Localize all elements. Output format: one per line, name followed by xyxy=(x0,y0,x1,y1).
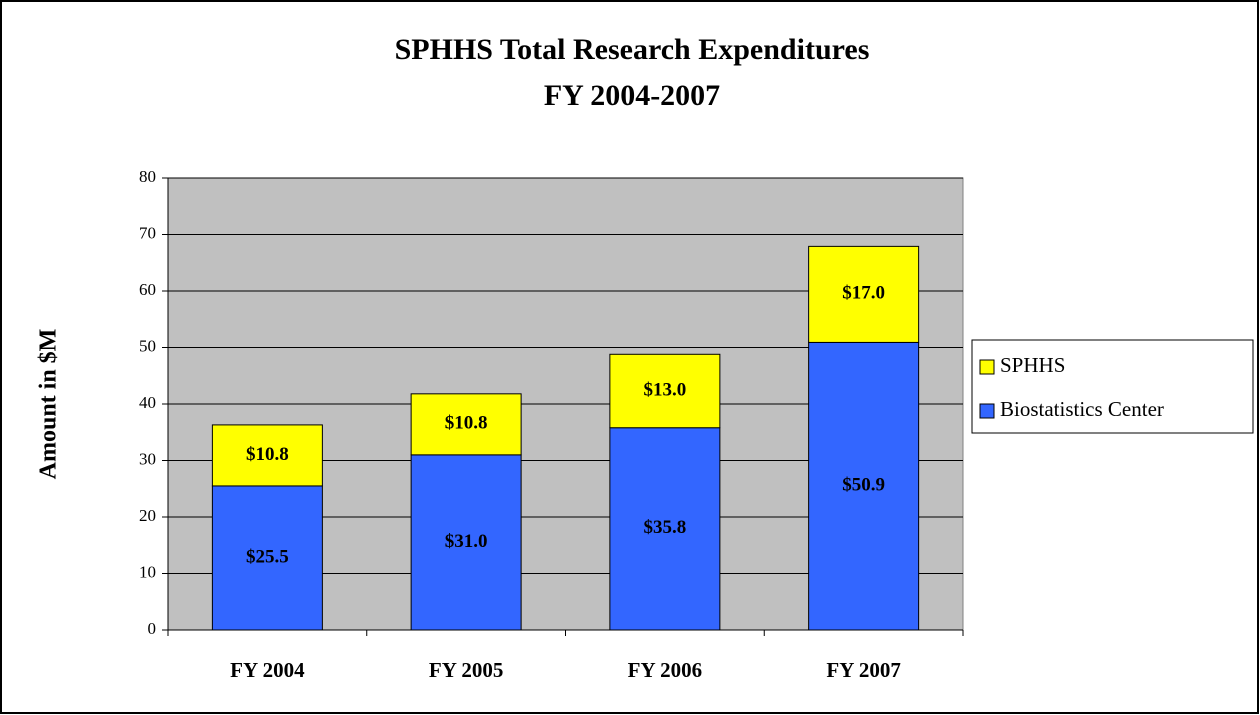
legend-swatch xyxy=(979,403,995,419)
data-label: $17.0 xyxy=(842,283,885,304)
legend-label: SPHHS xyxy=(1000,353,1065,377)
x-tick-label: FY 2006 xyxy=(628,658,702,682)
y-tick-label: 10 xyxy=(139,562,156,581)
y-tick-label: 80 xyxy=(139,167,156,186)
chart-title: SPHHS Total Research Expenditures xyxy=(395,33,870,66)
bar-segment xyxy=(609,427,721,631)
bar-segment xyxy=(609,353,721,429)
legend-swatch xyxy=(979,359,995,375)
data-label: $10.8 xyxy=(445,413,488,434)
bar-segment xyxy=(211,485,323,631)
y-tick-label: 0 xyxy=(148,619,157,638)
legend-label: Biostatistics Center xyxy=(1000,397,1164,421)
bar-segment xyxy=(211,424,323,487)
chart-subtitle: FY 2004-2007 xyxy=(544,79,720,112)
data-label: $31.0 xyxy=(445,531,488,552)
y-tick-label: 60 xyxy=(139,280,156,299)
y-tick-label: 20 xyxy=(139,506,156,525)
x-tick-label: FY 2004 xyxy=(230,658,305,682)
y-axis-label: Amount in $M xyxy=(36,329,62,480)
x-tick-label: FY 2005 xyxy=(429,658,503,682)
x-tick-label: FY 2007 xyxy=(826,658,900,682)
bar-segment xyxy=(808,245,920,343)
data-label: $25.5 xyxy=(246,546,289,567)
bar-segment xyxy=(808,341,920,631)
y-tick-label: 30 xyxy=(139,449,156,468)
data-label: $13.0 xyxy=(644,379,687,400)
data-label: $10.8 xyxy=(246,444,289,465)
y-tick-label: 40 xyxy=(139,393,156,412)
y-tick-label: 50 xyxy=(139,336,156,355)
data-label: $50.9 xyxy=(842,475,885,496)
bar-segment xyxy=(410,393,522,456)
data-label: $35.8 xyxy=(644,517,687,538)
y-tick-label: 70 xyxy=(139,223,156,242)
bar-segment xyxy=(410,454,522,631)
legend-box xyxy=(971,339,1254,434)
